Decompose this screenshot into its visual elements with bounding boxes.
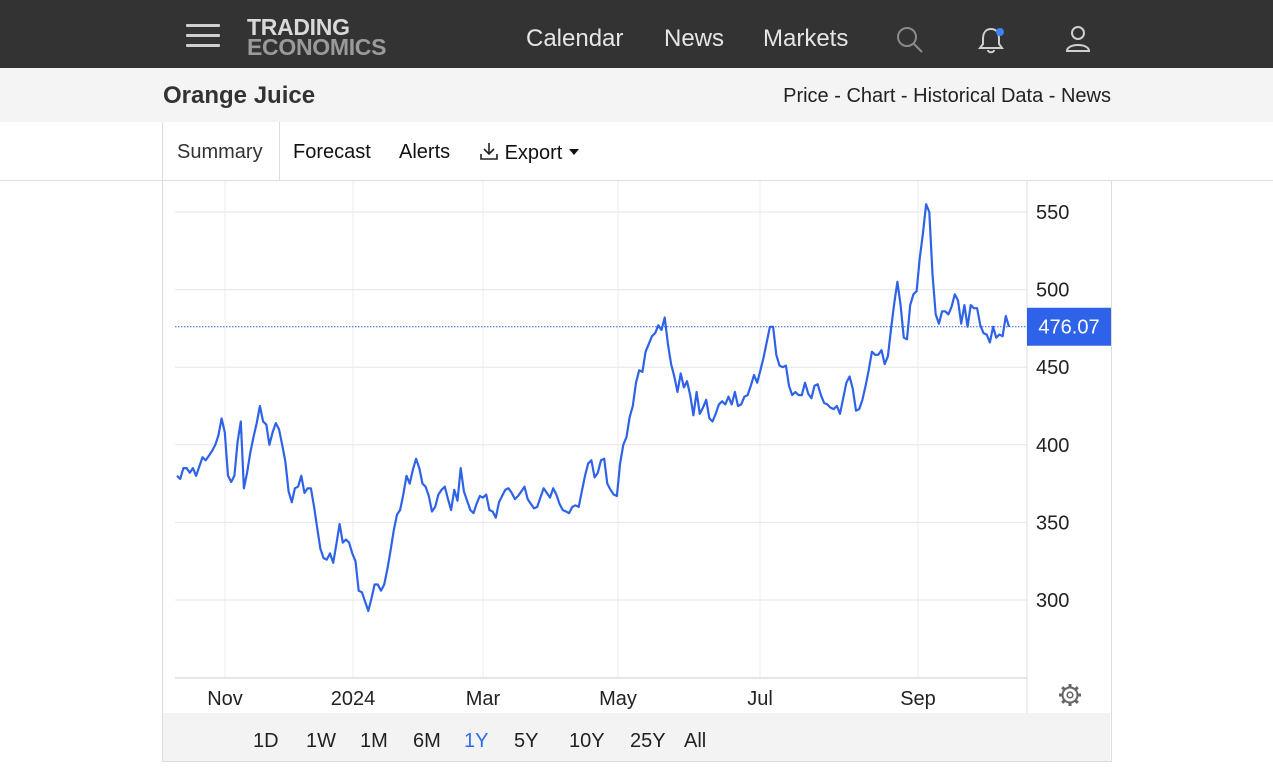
x-tick-label: Jul [747,688,773,710]
last-value-label: 476.07 [1038,317,1099,339]
x-tick-label: Sep [900,688,936,710]
breadcrumb-price[interactable]: Price [783,85,829,107]
export-button[interactable]: Export [479,141,580,165]
last-value-badge [1027,307,1111,346]
page-title: Orange Juice [163,82,316,109]
tab-summary[interactable]: Summary [177,141,263,163]
breadcrumb-chart[interactable]: Chart [846,85,896,107]
range-1w[interactable]: 1W [306,730,336,752]
range-1m[interactable]: 1M [360,730,388,752]
logo[interactable]: TRADING ECONOMICS [247,14,387,60]
chart-container: 300 350 400 450 500 550 Nov 2024 Mar May Jul Sep 476… [162,181,1112,762]
bell-icon[interactable] [977,25,1007,55]
series-layer [175,203,1027,612]
y-tick-label: 400 [1036,435,1069,457]
series-line[interactable] [176,203,1011,612]
export-label: Export [504,142,563,164]
chart-settings-button[interactable] [1059,684,1081,706]
nav-markets[interactable]: Markets [763,25,849,52]
breadcrumb-historical-data[interactable]: Historical Data [913,85,1044,107]
subheader [0,68,1273,122]
price-chart[interactable]: 300 350 400 450 500 550 Nov 2024 Mar May Jul Sep 476… [163,181,1111,713]
download-icon [480,143,498,160]
user-icon[interactable] [1064,24,1094,54]
range-all[interactable]: All [684,730,707,752]
range-1d[interactable]: 1D [253,730,279,752]
nav-news[interactable]: News [664,25,725,52]
label-layer: 300 350 400 450 500 550 Nov 2024 Mar May Jul Sep 476… [207,202,1111,710]
menu-icon[interactable] [186,24,220,48]
x-tick-label: Mar [466,688,501,710]
last-value-tag: 476.07 [1027,307,1111,346]
range-5y[interactable]: 5Y [514,730,539,752]
logo-line2: ECONOMICS [247,34,387,60]
x-tick-label: 2024 [331,688,376,710]
grid [175,181,1028,713]
y-tick-label: 500 [1036,280,1069,302]
x-tick-label: Nov [207,688,243,710]
range-25y[interactable]: 25Y [630,730,666,752]
y-tick-label: 450 [1036,357,1069,379]
breadcrumb: Price - Chart - Historical Data - News [783,85,1111,108]
search-icon[interactable] [895,25,925,55]
gear-icon-center [1066,691,1074,699]
breadcrumb-separator: - [1043,85,1061,107]
range-6m[interactable]: 6M [413,730,441,752]
caret-down-icon [568,149,579,155]
breadcrumb-separator: - [895,85,914,107]
logo-line1: TRADING [247,14,350,40]
breadcrumb-news[interactable]: News [1060,85,1111,107]
nav-calendar[interactable]: Calendar [526,25,624,52]
gear-icon-teeth [1059,684,1081,706]
y-tick-label: 550 [1036,202,1069,224]
range-selector [163,713,1110,761]
tab-forecast[interactable]: Forecast [293,141,371,163]
tab-alerts[interactable]: Alerts [399,141,451,163]
y-tick-label: 350 [1036,512,1069,534]
range-10y[interactable]: 10Y [569,730,605,752]
x-tick-label: May [599,688,637,710]
y-tick-label: 300 [1036,590,1069,612]
range-1y[interactable]: 1Y [464,730,489,752]
breadcrumb-separator: - [828,85,847,107]
tab-summary-container [162,122,280,180]
